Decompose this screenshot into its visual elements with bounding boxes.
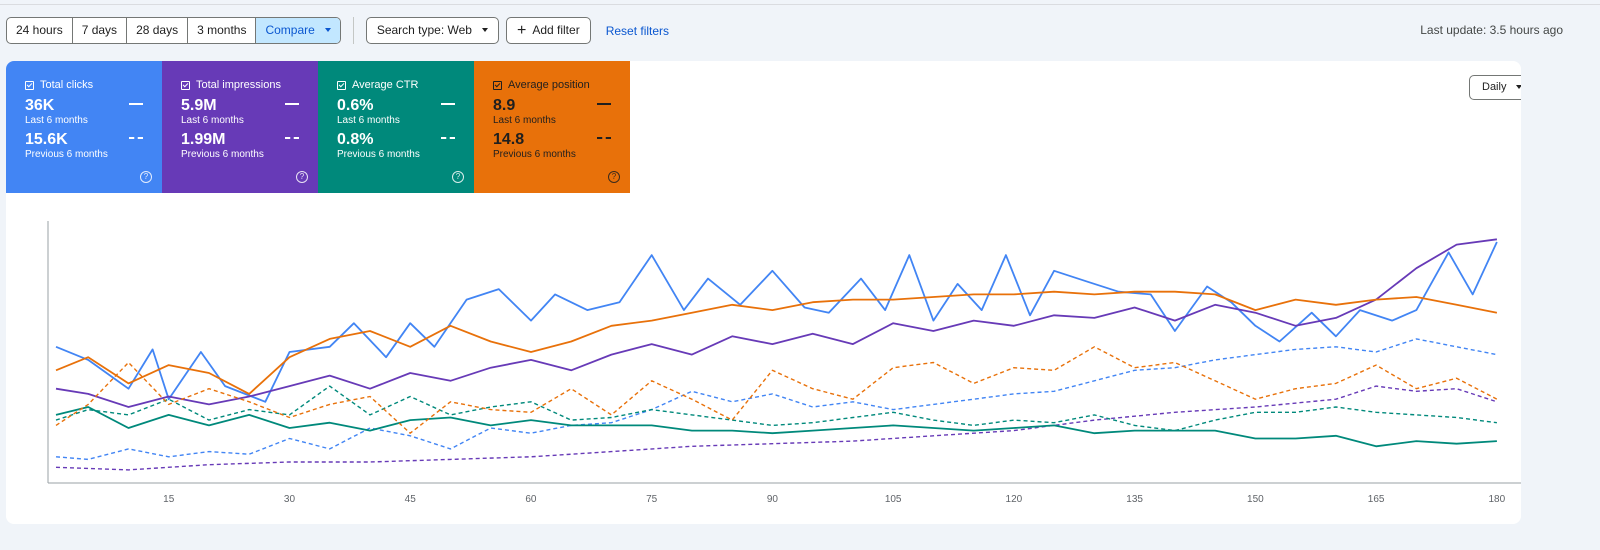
range-3-months[interactable]: 3 months bbox=[188, 18, 257, 43]
x-tick-label: 30 bbox=[284, 494, 296, 505]
search-type-label: Search type: Web bbox=[376, 23, 472, 37]
top-divider bbox=[0, 4, 1600, 5]
series-line-impressions_current bbox=[55, 238, 1498, 408]
metric-card-impressions[interactable]: Total impressions 5.9M Last 6 months 1.99… bbox=[162, 61, 318, 193]
help-icon[interactable]: ? bbox=[452, 171, 464, 183]
range-24-hours[interactable]: 24 hours bbox=[7, 18, 73, 43]
metric-card-clicks[interactable]: Total clicks 36K Last 6 months 15.6K Previ… bbox=[6, 61, 162, 193]
x-tick-label: 75 bbox=[646, 494, 658, 505]
metric-card-ctr[interactable]: Average CTR 0.6% Last 6 months 0.8% Previo… bbox=[318, 61, 474, 193]
dashed-line-legend-icon bbox=[285, 137, 299, 139]
metric-previous-value: 15.6K bbox=[25, 131, 68, 148]
x-tick-label: 120 bbox=[1006, 494, 1023, 505]
granularity-dropdown[interactable]: Daily bbox=[1469, 75, 1521, 100]
metric-current-value: 5.9M bbox=[181, 97, 217, 114]
x-tick-label: 165 bbox=[1368, 494, 1385, 505]
x-tick-label: 135 bbox=[1126, 494, 1143, 505]
metric-current-period: Last 6 months bbox=[493, 115, 556, 126]
range-7-days[interactable]: 7 days bbox=[73, 18, 128, 43]
checkbox-checked-icon[interactable] bbox=[25, 80, 34, 90]
solid-line-legend-icon bbox=[129, 103, 143, 105]
metric-current-period: Last 6 months bbox=[181, 115, 244, 126]
caret-down-icon bbox=[481, 27, 488, 32]
granularity-label: Daily bbox=[1482, 81, 1507, 93]
range-28-days[interactable]: 28 days bbox=[127, 18, 189, 43]
checkbox-checked-icon[interactable] bbox=[337, 80, 346, 90]
series-line-impressions_previous bbox=[55, 385, 1498, 471]
metric-previous-value: 14.8 bbox=[493, 131, 525, 148]
x-tick-label: 60 bbox=[525, 494, 537, 505]
checkbox-checked-icon[interactable] bbox=[493, 80, 502, 90]
solid-line-legend-icon bbox=[441, 103, 455, 105]
date-range-selector: 24 hours 7 days 28 days 3 months Compare bbox=[6, 17, 341, 44]
metric-current-period: Last 6 months bbox=[337, 115, 400, 126]
compare-dropdown[interactable]: Compare bbox=[256, 18, 340, 43]
series-line-clicks_previous bbox=[55, 338, 1498, 461]
metric-cards: Total clicks 36K Last 6 months 15.6K Previ… bbox=[6, 61, 630, 193]
metric-current-value: 36K bbox=[25, 97, 55, 114]
dashed-line-legend-icon bbox=[441, 137, 455, 139]
metric-current-period: Last 6 months bbox=[25, 115, 88, 126]
search-type-dropdown[interactable]: Search type: Web bbox=[365, 17, 499, 44]
metric-title: Total clicks bbox=[40, 79, 94, 91]
reset-filters-link[interactable]: Reset filters bbox=[605, 23, 670, 38]
x-tick-label: 45 bbox=[405, 494, 417, 505]
last-update-text: Last update: 3.5 hours ago bbox=[1420, 23, 1563, 37]
add-filter-button[interactable]: + Add filter bbox=[505, 17, 591, 44]
help-icon[interactable]: ? bbox=[296, 171, 308, 183]
caret-down-icon bbox=[324, 27, 331, 32]
solid-line-legend-icon bbox=[285, 103, 299, 105]
metric-previous-period: Previous 6 months bbox=[337, 149, 420, 160]
dashed-line-legend-icon bbox=[129, 137, 143, 139]
add-filter-label: Add filter bbox=[532, 23, 580, 37]
metric-title: Average CTR bbox=[352, 79, 419, 91]
metric-previous-period: Previous 6 months bbox=[181, 149, 264, 160]
metric-current-value: 0.6% bbox=[337, 97, 374, 114]
compare-label: Compare bbox=[265, 23, 315, 37]
dashed-line-legend-icon bbox=[597, 137, 611, 139]
help-icon[interactable]: ? bbox=[608, 171, 620, 183]
series-line-position_previous bbox=[55, 346, 1498, 434]
x-tick-label: 150 bbox=[1247, 494, 1264, 505]
x-tick-label: 180 bbox=[1489, 494, 1506, 505]
series-line-ctr_current bbox=[55, 406, 1497, 448]
x-tick-label: 15 bbox=[163, 494, 175, 505]
metric-previous-value: 0.8% bbox=[337, 131, 374, 148]
metric-previous-value: 1.99M bbox=[181, 131, 226, 148]
metric-current-value: 8.9 bbox=[493, 97, 516, 114]
performance-chart: 15 30 45 60 75 90 105 120 135 150 165 180 bbox=[47, 221, 1521, 505]
metric-card-position[interactable]: Average position 8.9 Last 6 months 14.8 Pr… bbox=[474, 61, 630, 193]
metric-previous-period: Previous 6 months bbox=[493, 149, 576, 160]
series-line-position_current bbox=[55, 290, 1498, 395]
plus-icon: + bbox=[516, 22, 527, 39]
x-tick-label: 105 bbox=[885, 494, 902, 505]
series-line-clicks_current bbox=[55, 241, 1498, 403]
caret-down-icon bbox=[1516, 84, 1521, 89]
x-tick-label: 90 bbox=[767, 494, 779, 505]
metric-title: Average position bbox=[508, 79, 590, 91]
help-icon[interactable]: ? bbox=[140, 171, 152, 183]
metric-previous-period: Previous 6 months bbox=[25, 149, 108, 160]
toolbar-divider bbox=[352, 17, 354, 44]
checkbox-checked-icon[interactable] bbox=[181, 80, 190, 90]
date-range-toolbar: 24 hours 7 days 28 days 3 months Compare… bbox=[6, 17, 669, 44]
performance-panel: Total clicks 36K Last 6 months 15.6K Previ… bbox=[6, 61, 1521, 524]
solid-line-legend-icon bbox=[597, 103, 611, 105]
metric-title: Total impressions bbox=[196, 79, 281, 91]
series-line-ctr_previous bbox=[55, 385, 1497, 432]
